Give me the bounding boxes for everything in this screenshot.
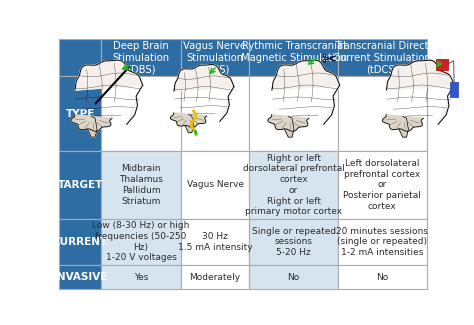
FancyBboxPatch shape (59, 76, 101, 151)
FancyBboxPatch shape (59, 219, 101, 265)
Polygon shape (272, 60, 340, 90)
FancyBboxPatch shape (101, 151, 181, 219)
FancyBboxPatch shape (450, 82, 458, 97)
Text: Midbrain
Thalamus
Pallidum
Striatum: Midbrain Thalamus Pallidum Striatum (119, 164, 163, 205)
Text: INVASIVE: INVASIVE (53, 272, 108, 282)
Polygon shape (399, 116, 409, 137)
Text: TARGET: TARGET (57, 180, 103, 190)
Text: Single or repeated
sessions
5-20 Hz: Single or repeated sessions 5-20 Hz (252, 227, 336, 257)
Text: Transcranial Direct
Current Stimulation
(tDCS): Transcranial Direct Current Stimulation … (334, 41, 431, 74)
Polygon shape (272, 60, 340, 124)
FancyBboxPatch shape (338, 76, 427, 151)
Text: 30 Hz
1.5 mA intensity: 30 Hz 1.5 mA intensity (178, 232, 252, 252)
Polygon shape (185, 114, 193, 133)
FancyBboxPatch shape (59, 151, 101, 219)
Polygon shape (75, 60, 143, 90)
FancyBboxPatch shape (181, 151, 249, 219)
FancyBboxPatch shape (101, 265, 181, 289)
Text: Vagus Nerve
Stimulation
(VNS): Vagus Nerve Stimulation (VNS) (183, 41, 246, 74)
Polygon shape (75, 60, 143, 124)
Polygon shape (386, 60, 454, 90)
FancyBboxPatch shape (249, 219, 338, 265)
Polygon shape (174, 65, 234, 122)
FancyBboxPatch shape (181, 219, 249, 265)
Text: ✂: ✂ (321, 51, 336, 69)
Polygon shape (382, 115, 423, 131)
FancyBboxPatch shape (249, 151, 338, 219)
FancyBboxPatch shape (249, 265, 338, 289)
Text: No: No (288, 273, 300, 282)
Polygon shape (174, 65, 234, 91)
FancyBboxPatch shape (249, 39, 338, 76)
Polygon shape (284, 116, 294, 137)
Text: No: No (376, 273, 389, 282)
Text: Left dorsolateral
prefrontal cortex
or
Posterior parietal
cortex: Left dorsolateral prefrontal cortex or P… (343, 159, 421, 211)
FancyBboxPatch shape (101, 219, 181, 265)
FancyBboxPatch shape (181, 265, 249, 289)
Text: TYPE: TYPE (65, 109, 95, 119)
FancyBboxPatch shape (181, 76, 249, 151)
Text: Low (8-30 Hz) or high
frequencies (50-250
Hz)
1-20 V voltages: Low (8-30 Hz) or high frequencies (50-25… (92, 221, 190, 263)
Polygon shape (386, 60, 454, 124)
Text: Right or left
dorsolateral prefrontal
cortex
or
Right or left
primary motor cort: Right or left dorsolateral prefrontal co… (243, 153, 345, 216)
FancyBboxPatch shape (338, 151, 427, 219)
Polygon shape (268, 115, 309, 131)
FancyBboxPatch shape (101, 76, 181, 151)
Text: Moderately: Moderately (190, 273, 241, 282)
FancyBboxPatch shape (59, 265, 101, 289)
FancyBboxPatch shape (59, 39, 101, 76)
FancyBboxPatch shape (338, 265, 427, 289)
FancyBboxPatch shape (101, 39, 181, 76)
FancyBboxPatch shape (249, 76, 338, 151)
FancyBboxPatch shape (338, 39, 427, 76)
Text: Yes: Yes (134, 273, 148, 282)
FancyBboxPatch shape (181, 39, 249, 76)
Polygon shape (88, 116, 97, 137)
Text: 20 minutes sessions
(single or repeated)
1-2 mA intensities: 20 minutes sessions (single or repeated)… (337, 227, 428, 257)
Polygon shape (170, 113, 207, 127)
Text: Deep Brain
Stimulation
(DBS): Deep Brain Stimulation (DBS) (112, 41, 170, 74)
FancyBboxPatch shape (338, 219, 427, 265)
Text: Vagus Nerve: Vagus Nerve (186, 180, 244, 189)
Polygon shape (71, 115, 112, 131)
Text: CURRENT: CURRENT (53, 237, 108, 247)
Text: Rythmic Transcranial
Magnetic Stimulation
(rTMS): Rythmic Transcranial Magnetic Stimulatio… (241, 41, 346, 74)
FancyBboxPatch shape (436, 59, 447, 70)
